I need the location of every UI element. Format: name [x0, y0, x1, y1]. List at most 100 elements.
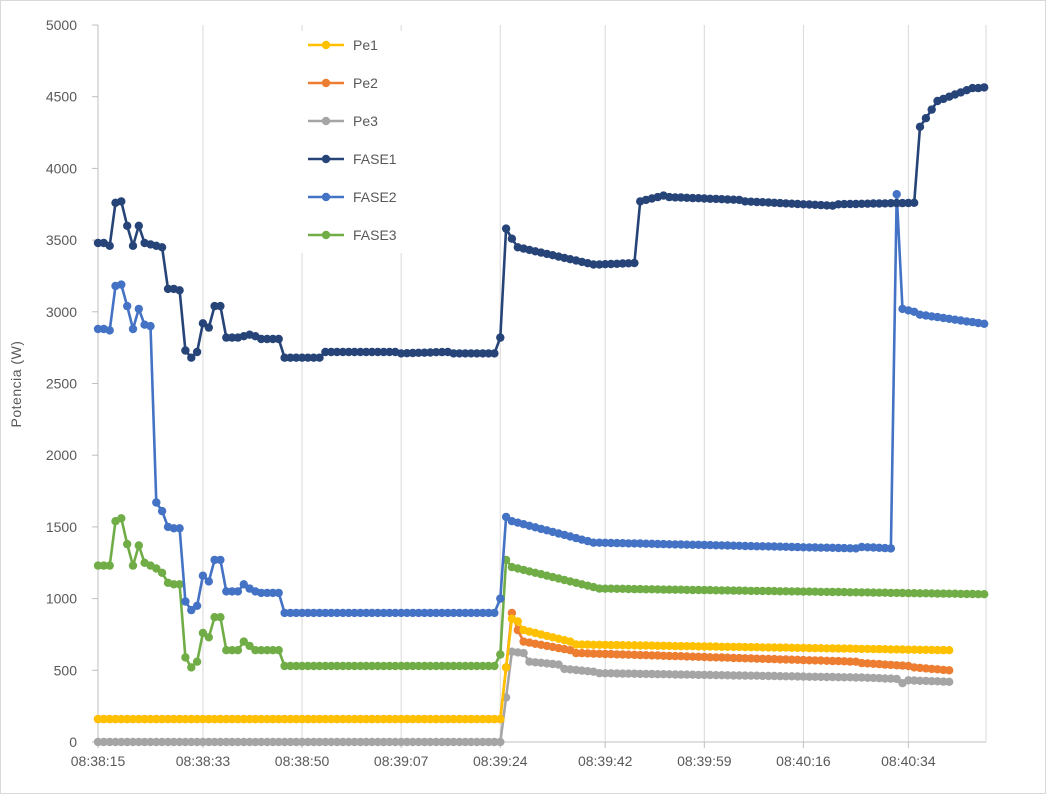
y-tick-label: 1000: [46, 591, 77, 607]
data-point: [297, 353, 307, 362]
data-point: [204, 633, 213, 642]
data-point: [367, 737, 377, 747]
x-tick-label: 08:39:42: [578, 753, 633, 769]
data-point: [443, 661, 452, 671]
data-point: [612, 650, 622, 659]
data-point: [665, 585, 674, 594]
data-point: [723, 653, 732, 662]
data-point: [758, 643, 767, 652]
data-point: [461, 661, 470, 671]
data-point: [350, 608, 359, 618]
data-point: [245, 714, 254, 724]
data-point: [717, 541, 726, 550]
data-point: [128, 324, 138, 334]
data-point: [274, 737, 283, 747]
x-tick-label: 08:39:07: [374, 753, 429, 769]
data-point: [257, 334, 266, 344]
data-point: [612, 538, 622, 548]
data-point: [105, 737, 114, 747]
data-point: [898, 198, 907, 208]
data-point: [968, 83, 977, 93]
data-point: [239, 637, 248, 646]
data-point: [397, 737, 406, 747]
data-point: [327, 347, 336, 357]
data-point: [210, 613, 219, 622]
data-point: [402, 737, 412, 747]
data-point: [157, 243, 167, 252]
data-point: [857, 658, 866, 668]
data-point: [426, 714, 435, 724]
data-point: [775, 672, 785, 681]
data-point: [828, 587, 837, 597]
data-point: [956, 589, 965, 599]
data-point: [146, 714, 155, 724]
legend: Pe1 Pe2 Pe3 FASE1 FASE2 FASE3: [301, 31, 419, 253]
data-point: [292, 714, 301, 724]
data-point: [117, 514, 126, 523]
data-point: [723, 586, 732, 595]
data-point: [146, 321, 155, 331]
data-point: [362, 661, 371, 671]
legend-item-fase3: FASE3: [308, 227, 397, 243]
data-point: [805, 643, 814, 653]
data-point: [682, 642, 691, 651]
data-point: [822, 587, 831, 597]
data-point: [192, 601, 202, 610]
data-point: [816, 200, 826, 210]
data-point: [350, 714, 359, 724]
data-point: [338, 714, 348, 724]
data-point: [571, 648, 581, 658]
data-point: [356, 661, 365, 671]
data-point: [367, 608, 377, 618]
data-point: [309, 714, 318, 724]
data-point: [822, 543, 831, 552]
y-axis-title: Potencia (W): [8, 341, 24, 428]
data-point: [781, 587, 791, 596]
data-point: [420, 608, 429, 618]
data-point: [163, 284, 173, 294]
data-point: [134, 221, 143, 230]
data-point: [484, 737, 493, 747]
data-point: [752, 586, 761, 596]
data-point: [466, 737, 476, 747]
data-point: [496, 650, 505, 659]
data-point: [216, 555, 225, 565]
data-point: [239, 714, 248, 724]
data-point: [99, 737, 109, 747]
data-point: [332, 661, 342, 671]
data-point: [810, 644, 820, 653]
data-point: [781, 643, 791, 652]
data-point: [257, 646, 266, 655]
data-point: [793, 672, 802, 681]
data-point: [175, 286, 184, 295]
data-point: [577, 640, 587, 649]
data-point: [327, 737, 336, 747]
data-point: [362, 347, 371, 357]
data-point: [898, 588, 907, 598]
data-point: [169, 580, 178, 589]
data-point: [880, 674, 890, 683]
data-point: [665, 651, 674, 661]
data-point: [624, 584, 633, 594]
data-point: [676, 670, 686, 679]
data-point: [857, 644, 866, 654]
data-point: [379, 737, 388, 747]
data-point: [705, 194, 715, 203]
data-point: [945, 666, 954, 675]
data-point: [187, 714, 196, 724]
data-point: [356, 737, 365, 747]
y-tick-label: 5000: [46, 17, 77, 33]
data-point: [886, 199, 896, 208]
data-point: [478, 661, 487, 671]
data-point: [239, 580, 248, 589]
data-point: [338, 347, 348, 357]
data-point: [321, 661, 330, 671]
data-point: [700, 540, 709, 550]
data-point: [274, 646, 283, 655]
data-point: [665, 192, 674, 202]
data-point: [490, 349, 499, 358]
data-point: [268, 737, 278, 747]
legend-item-pe2: Pe2: [308, 75, 378, 91]
data-point: [927, 677, 936, 686]
data-point: [775, 643, 785, 652]
